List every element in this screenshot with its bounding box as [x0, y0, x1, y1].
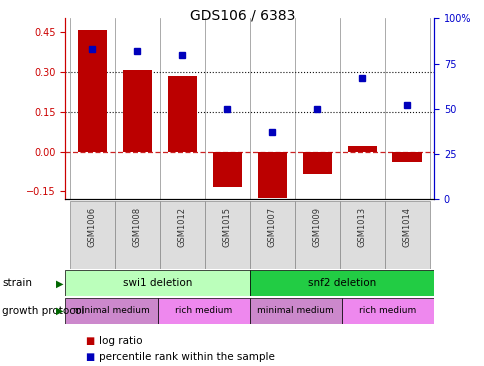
Bar — [115, 201, 160, 269]
Bar — [339, 201, 384, 269]
Bar — [257, 152, 286, 198]
Bar — [249, 298, 341, 324]
Bar — [249, 201, 294, 269]
Text: GSM1007: GSM1007 — [267, 207, 276, 247]
Text: percentile rank within the sample: percentile rank within the sample — [99, 352, 275, 362]
Text: swi1 deletion: swi1 deletion — [122, 278, 192, 288]
Text: snf2 deletion: snf2 deletion — [307, 278, 375, 288]
Text: ■: ■ — [85, 336, 94, 346]
Bar — [160, 201, 204, 269]
Text: strain: strain — [2, 278, 32, 288]
Text: rich medium: rich medium — [359, 306, 416, 315]
Bar — [392, 152, 421, 162]
Text: GSM1006: GSM1006 — [88, 207, 97, 247]
Text: growth protocol: growth protocol — [2, 306, 85, 316]
Text: ▶: ▶ — [56, 278, 63, 288]
Bar — [65, 270, 249, 296]
Bar — [65, 298, 157, 324]
Bar — [341, 298, 433, 324]
Text: GDS106 / 6383: GDS106 / 6383 — [189, 8, 295, 22]
Bar — [302, 152, 331, 174]
Bar — [204, 201, 249, 269]
Text: GSM1014: GSM1014 — [402, 207, 411, 247]
Text: GSM1009: GSM1009 — [312, 207, 321, 247]
Text: GSM1015: GSM1015 — [222, 207, 231, 247]
Bar — [77, 30, 107, 152]
Text: ■: ■ — [85, 352, 94, 362]
Bar — [294, 201, 339, 269]
Text: rich medium: rich medium — [175, 306, 232, 315]
Text: GSM1013: GSM1013 — [357, 207, 366, 247]
Text: minimal medium: minimal medium — [73, 306, 150, 315]
Bar — [122, 70, 151, 152]
Bar — [157, 298, 249, 324]
Text: minimal medium: minimal medium — [257, 306, 333, 315]
Text: log ratio: log ratio — [99, 336, 143, 346]
Bar — [212, 152, 242, 187]
Text: ▶: ▶ — [56, 306, 63, 316]
Text: GSM1008: GSM1008 — [133, 207, 142, 247]
Bar — [167, 76, 197, 152]
Bar — [249, 270, 433, 296]
Bar — [347, 146, 376, 152]
Bar — [70, 201, 115, 269]
Text: GSM1012: GSM1012 — [178, 207, 186, 247]
Bar — [384, 201, 429, 269]
